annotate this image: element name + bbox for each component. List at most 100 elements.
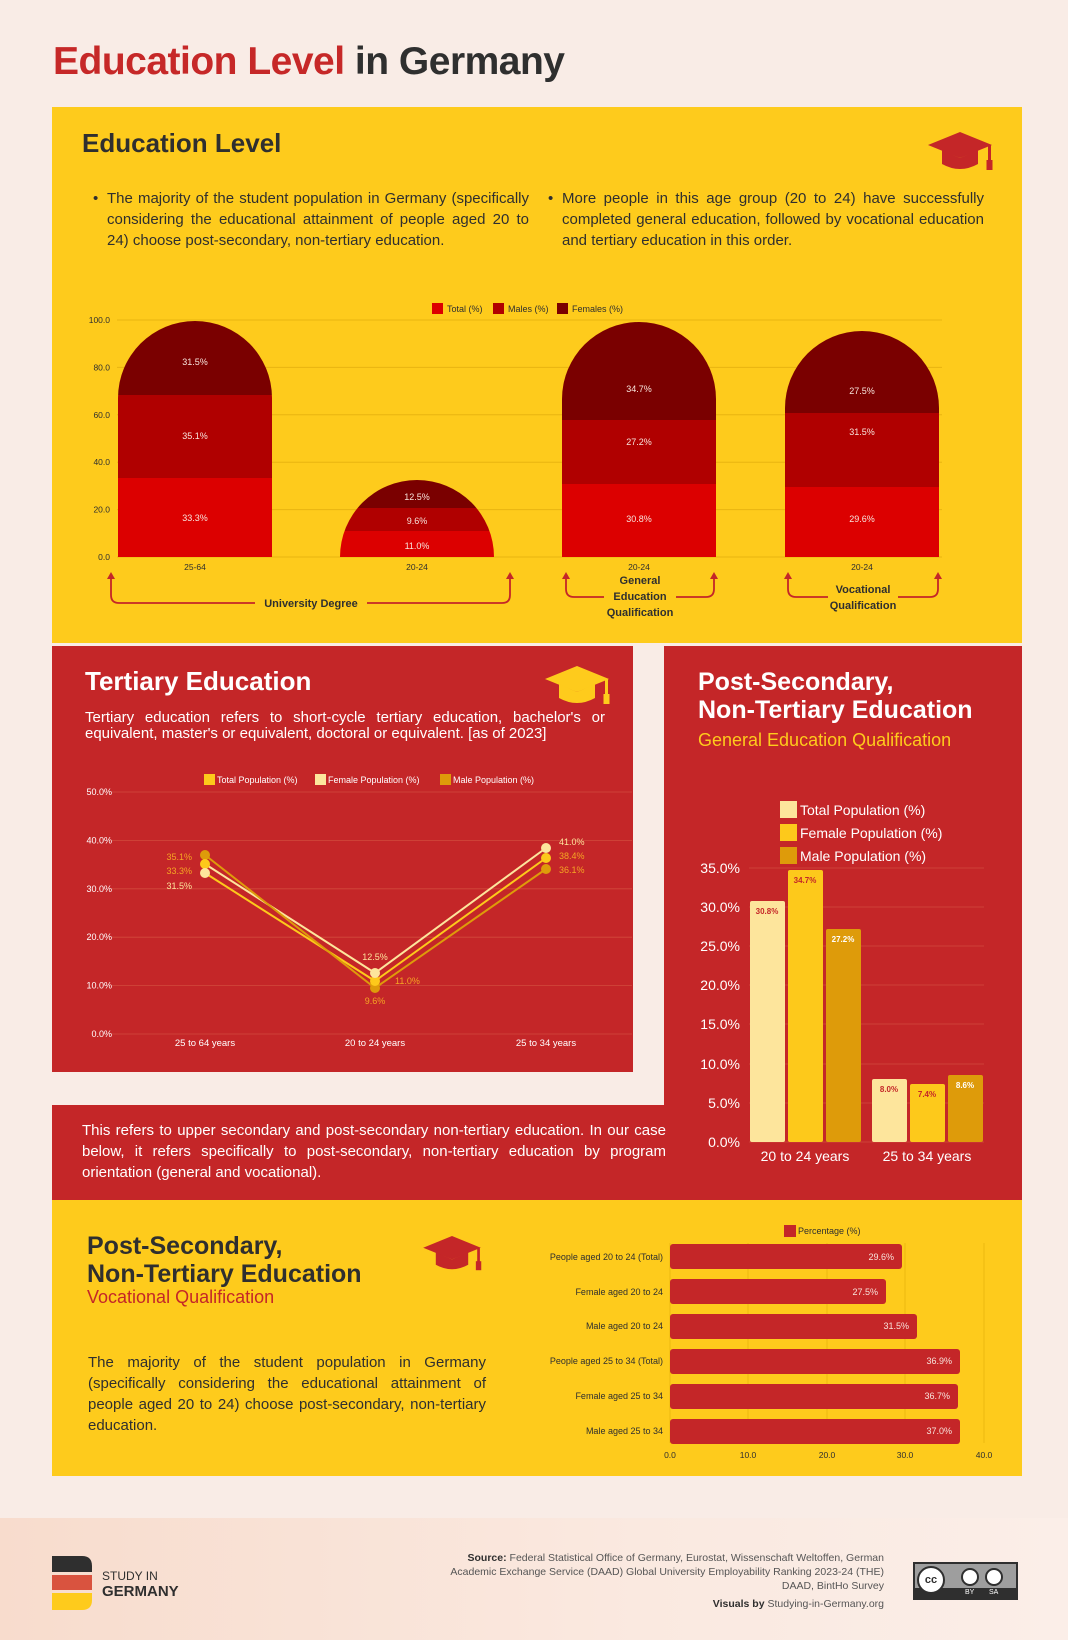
svg-text:27.5%: 27.5% bbox=[849, 386, 875, 396]
section-heading: Education Level bbox=[82, 128, 282, 158]
svg-text:30.0%: 30.0% bbox=[86, 884, 112, 894]
svg-text:Education: Education bbox=[613, 591, 666, 603]
svg-text:Male Population (%): Male Population (%) bbox=[800, 848, 926, 864]
svg-text:11.0%: 11.0% bbox=[395, 976, 420, 986]
study-in-germany-logo[interactable] bbox=[52, 1556, 92, 1615]
svg-text:60.0: 60.0 bbox=[93, 410, 110, 420]
svg-text:29.6%: 29.6% bbox=[868, 1252, 894, 1262]
bar-group-20-24 bbox=[750, 870, 861, 1142]
group-label-university: University Degree bbox=[264, 598, 358, 610]
svg-text:30.0: 30.0 bbox=[897, 1450, 914, 1460]
svg-text:10.0: 10.0 bbox=[740, 1450, 757, 1460]
page-title: Education Level in Germany bbox=[53, 40, 565, 84]
svg-text:8.0%: 8.0% bbox=[880, 1085, 898, 1094]
svg-text:20-24: 20-24 bbox=[851, 562, 873, 572]
svg-text:Vocational: Vocational bbox=[836, 584, 891, 596]
svg-text:30.8%: 30.8% bbox=[756, 907, 779, 916]
svg-text:31.5%: 31.5% bbox=[182, 357, 208, 367]
svg-text:Qualification: Qualification bbox=[607, 607, 674, 619]
svg-text:36.9%: 36.9% bbox=[926, 1356, 952, 1366]
svg-text:20.0: 20.0 bbox=[93, 505, 110, 515]
svg-text:12.5%: 12.5% bbox=[404, 492, 430, 502]
svg-text:Percentage (%): Percentage (%) bbox=[798, 1226, 861, 1236]
svg-text:40.0: 40.0 bbox=[93, 457, 110, 467]
svg-text:40.0%: 40.0% bbox=[86, 835, 112, 845]
svg-text:10.0%: 10.0% bbox=[86, 981, 112, 991]
bar-group-25-34 bbox=[872, 1075, 983, 1142]
svg-text:Qualification: Qualification bbox=[830, 600, 897, 612]
legend-females: Females (%) bbox=[572, 304, 623, 314]
svg-text:8.6%: 8.6% bbox=[956, 1081, 974, 1090]
svg-text:31.5%: 31.5% bbox=[849, 427, 875, 437]
svg-text:0.0: 0.0 bbox=[98, 552, 110, 562]
section-heading: Tertiary Education bbox=[85, 666, 312, 696]
footer bbox=[0, 1518, 1068, 1640]
svg-text:20 to 24 years: 20 to 24 years bbox=[761, 1148, 850, 1164]
svg-text:25.0%: 25.0% bbox=[700, 938, 740, 954]
svg-text:Total Population (%): Total Population (%) bbox=[800, 802, 925, 818]
svg-text:27.2%: 27.2% bbox=[626, 437, 652, 447]
source-text: Source: Federal Statistical Office of Ge… bbox=[450, 1552, 884, 1610]
svg-text:0.0: 0.0 bbox=[664, 1450, 676, 1460]
section-subheading: Vocational Qualification bbox=[87, 1287, 275, 1307]
hbar bbox=[670, 1349, 960, 1374]
svg-text:27.5%: 27.5% bbox=[852, 1287, 878, 1297]
logo-text: STUDY IN GERMANY bbox=[102, 1569, 179, 1600]
svg-text:35.0%: 35.0% bbox=[700, 860, 740, 876]
svg-text:20-24: 20-24 bbox=[628, 562, 650, 572]
graduation-cap-icon bbox=[543, 666, 611, 711]
svg-text:Female aged 25 to 34: Female aged 25 to 34 bbox=[575, 1391, 663, 1401]
tertiary-line-chart: Total Population (%) Female Population (… bbox=[52, 770, 633, 1060]
legend-total: Total (%) bbox=[447, 304, 483, 314]
svg-text:36.7%: 36.7% bbox=[924, 1391, 950, 1401]
svg-text:25 to 34 years: 25 to 34 years bbox=[516, 1038, 576, 1049]
bullet-list-right: More people in this age group (20 to 24)… bbox=[548, 188, 984, 251]
svg-text:29.6%: 29.6% bbox=[849, 514, 875, 524]
svg-text:9.6%: 9.6% bbox=[407, 516, 428, 526]
chart-legend: Total (%) Males (%) Females (%) bbox=[432, 303, 623, 314]
svg-text:Female aged 20 to 24: Female aged 20 to 24 bbox=[575, 1287, 663, 1297]
svg-text:General: General bbox=[620, 575, 661, 587]
hbar bbox=[670, 1314, 917, 1339]
svg-text:0.0%: 0.0% bbox=[91, 1029, 112, 1039]
section-description: This refers to upper secondary and post-… bbox=[82, 1122, 666, 1181]
vocational-hbar-chart: Percentage (%) 29.6% 27.5% 31.5% 36.9% 3… bbox=[510, 1215, 1020, 1465]
education-level-chart: Total (%) Males (%) Females (%) 100.0 80… bbox=[52, 295, 1022, 640]
general-qualification-chart: Total Population (%) Female Population (… bbox=[664, 795, 1022, 1170]
svg-text:35.1%: 35.1% bbox=[182, 431, 208, 441]
by-icon bbox=[961, 1568, 979, 1586]
svg-text:30.8%: 30.8% bbox=[626, 514, 652, 524]
svg-text:Male Population (%): Male Population (%) bbox=[453, 775, 534, 785]
svg-text:0.0%: 0.0% bbox=[708, 1134, 740, 1150]
svg-text:100.0: 100.0 bbox=[89, 315, 111, 325]
svg-text:31.5%: 31.5% bbox=[883, 1321, 909, 1331]
svg-text:36.1%: 36.1% bbox=[559, 865, 585, 875]
svg-text:7.4%: 7.4% bbox=[918, 1090, 936, 1099]
svg-text:30.0%: 30.0% bbox=[700, 899, 740, 915]
svg-text:35.1%: 35.1% bbox=[166, 852, 192, 862]
chart-legend: Total Population (%) Female Population (… bbox=[204, 774, 534, 785]
svg-text:33.3%: 33.3% bbox=[182, 513, 208, 523]
bullet-list-left: The majority of the student population i… bbox=[93, 188, 529, 251]
svg-text:33.3%: 33.3% bbox=[166, 866, 192, 876]
svg-text:38.4%: 38.4% bbox=[559, 851, 585, 861]
page-title-highlight: Education Level bbox=[53, 40, 345, 83]
svg-text:Male aged 20 to 24: Male aged 20 to 24 bbox=[586, 1321, 663, 1331]
section-heading: Post-Secondary, Non-Tertiary Education bbox=[87, 1232, 362, 1288]
chart-legend: Total Population (%) Female Population (… bbox=[780, 801, 942, 864]
section-description: The majority of the student population i… bbox=[88, 1354, 486, 1434]
hbar bbox=[670, 1279, 886, 1304]
legend-males: Males (%) bbox=[508, 304, 549, 314]
svg-text:5.0%: 5.0% bbox=[708, 1095, 740, 1111]
cc-by-sa-license-badge[interactable]: cc BY SA bbox=[913, 1562, 1018, 1600]
section-description: Tertiary education refers to short-cycle… bbox=[85, 709, 605, 742]
svg-text:20.0%: 20.0% bbox=[86, 932, 112, 942]
svg-text:41.0%: 41.0% bbox=[559, 837, 585, 847]
svg-text:15.0%: 15.0% bbox=[700, 1016, 740, 1032]
section-subheading: General Education Qualification bbox=[698, 730, 952, 750]
visuals-link[interactable]: Studying-in-Germany.org bbox=[767, 1598, 884, 1610]
hbar bbox=[670, 1244, 902, 1269]
svg-text:People aged 25 to 34 (Total): People aged 25 to 34 (Total) bbox=[550, 1356, 663, 1366]
svg-text:11.0%: 11.0% bbox=[405, 541, 430, 551]
svg-text:20.0: 20.0 bbox=[819, 1450, 836, 1460]
